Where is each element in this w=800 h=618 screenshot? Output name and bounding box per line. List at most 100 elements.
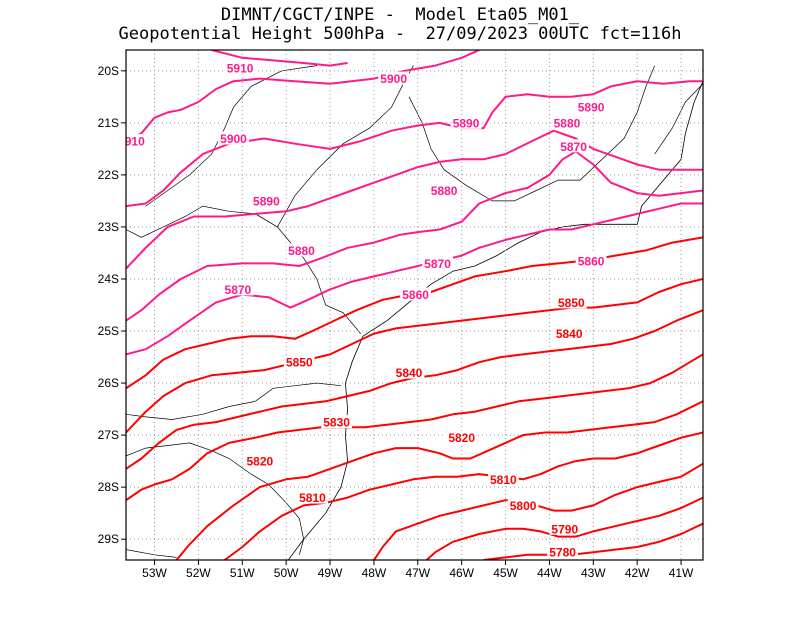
contour-label-bg [575, 100, 607, 114]
contour-label-bg [251, 193, 282, 207]
contour-label-bg [555, 295, 587, 309]
contour-label: 5870 [225, 283, 252, 297]
contour-label: 910 [125, 135, 145, 149]
contour-label: 5850 [286, 356, 313, 370]
contour-label-bg [428, 183, 460, 197]
contour-5820 [126, 353, 703, 502]
contour-label-bg [400, 287, 431, 301]
contour-label: 5910 [227, 62, 254, 76]
contour-label: 5880 [431, 184, 458, 198]
contour-label-bg [126, 134, 147, 148]
map-political-lines [126, 65, 703, 560]
contour-5770 [483, 522, 703, 560]
chart-title-line2: Geopotential Height 500hPa - 27/09/2023 … [118, 24, 682, 44]
state-border [277, 65, 414, 228]
contour-label: 5880 [288, 244, 315, 258]
grid-lines [126, 50, 703, 560]
contour-label-bg [378, 71, 410, 85]
contour-label: 5860 [402, 288, 429, 302]
contour-label: 5790 [551, 522, 578, 536]
contour-label-bg [222, 282, 254, 296]
contour-label-bg [297, 490, 328, 504]
lat-tick-label: 26S [98, 376, 119, 390]
lat-tick-label: 21S [98, 116, 119, 130]
contour-lines [126, 50, 703, 560]
contour-5870 [126, 150, 703, 322]
contour-label: 5840 [396, 366, 423, 380]
contour-5780 [425, 496, 703, 560]
contour-label-bg [244, 454, 276, 468]
contour-5890 [126, 80, 703, 208]
lon-tick-label: 51W [230, 566, 255, 580]
contour-label-bg [549, 521, 581, 535]
contour-label: 5850 [558, 296, 585, 310]
contour-label-bg [487, 472, 519, 486]
contour-label-bg [551, 115, 583, 129]
lat-tick-label: 20S [98, 64, 119, 78]
contour-label-bg [321, 415, 353, 429]
contour-label-bg [450, 115, 482, 129]
contour-label-bg [575, 253, 607, 267]
contour-label: 5840 [556, 327, 583, 341]
contour-label-bg [224, 61, 256, 75]
contour-label: 5810 [299, 491, 326, 505]
contour-5840 [126, 278, 703, 434]
lat-tick-label: 22S [98, 168, 119, 182]
contour-5910 [211, 50, 348, 67]
lon-tick-label: 46W [449, 566, 474, 580]
lon-tick-label: 50W [274, 566, 299, 580]
contour-label: 5890 [253, 194, 280, 208]
lat-tick-label: 29S [98, 532, 119, 546]
contour-label: 5820 [448, 431, 475, 445]
contour-label: 5820 [246, 455, 273, 469]
contour-5800 [224, 431, 703, 560]
contour-label-bg [547, 545, 578, 559]
contour-label: 5900 [380, 72, 407, 86]
contour-label-bg [286, 243, 317, 257]
contour-label: 5810 [490, 473, 517, 487]
lon-tick-label: 53W [142, 566, 167, 580]
state-border [408, 65, 656, 202]
lon-tick-label: 52W [186, 566, 211, 580]
contour-5810 [175, 400, 703, 560]
contour-label-bg [393, 365, 425, 379]
lon-tick-label: 43W [581, 566, 606, 580]
state-border [145, 65, 317, 207]
lon-tick-label: 42W [625, 566, 650, 580]
state-border [654, 83, 703, 155]
contour-label: 5860 [578, 254, 605, 268]
contour-label-bg [422, 256, 453, 270]
contour-label: 5870 [560, 140, 587, 154]
contour-label-bg [507, 498, 539, 512]
contour-label-bg [553, 326, 585, 340]
contour-label-bg [558, 139, 589, 153]
plot-frame [125, 49, 704, 561]
contour-label: 5880 [554, 116, 581, 130]
contour-label-bg [446, 430, 478, 444]
lon-tick-label: 44W [537, 566, 562, 580]
contour-label: 5800 [510, 499, 537, 513]
lat-tick-label: 24S [98, 272, 119, 286]
contour-label-bg [283, 355, 315, 369]
chart-title-line1: DIMNT/CGCT/INPE - Model Eta05_M01_ [220, 5, 580, 25]
contour-5900 [126, 50, 480, 142]
lon-tick-label: 48W [362, 566, 387, 580]
state-border [126, 549, 177, 558]
state-border [126, 205, 361, 334]
axes: 53W 52W 51W 50W 49W 48W 47W 46W 45W 44W 43W 42W 41W 2… [98, 49, 704, 580]
lat-tick-label: 27S [98, 428, 119, 442]
lon-tick-label: 41W [669, 566, 694, 580]
contour-label: 5870 [424, 257, 451, 271]
contour-label: 5890 [578, 101, 605, 115]
contour-label: 5780 [549, 546, 576, 560]
contour-5880 [126, 129, 703, 270]
lat-tick-label: 28S [98, 480, 119, 494]
lon-tick-label: 49W [318, 566, 343, 580]
contour-label: 5890 [453, 116, 480, 130]
contour-5860 [126, 202, 703, 356]
lat-tick-label: 25S [98, 324, 119, 338]
contour-label: 5830 [323, 416, 350, 430]
lon-tick-label: 45W [493, 566, 518, 580]
